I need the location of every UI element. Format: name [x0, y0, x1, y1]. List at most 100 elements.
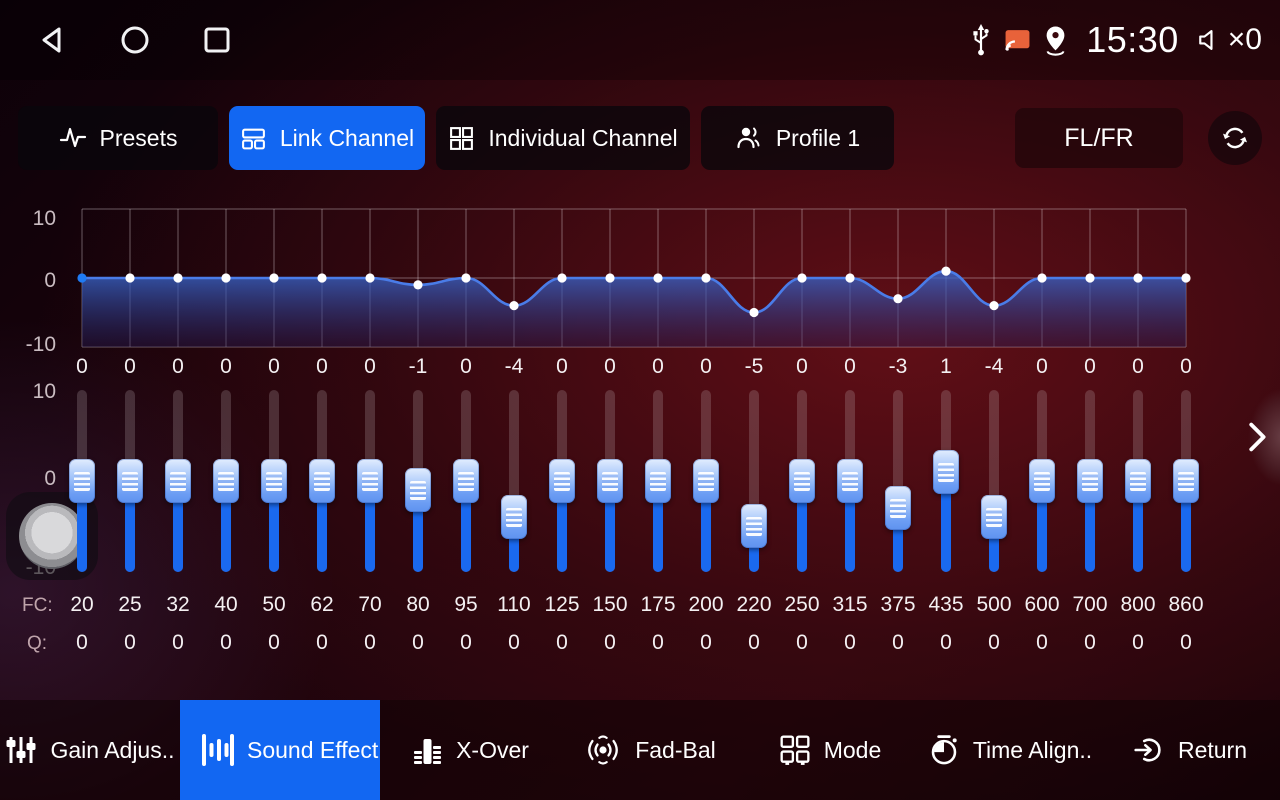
gain-value: 0: [604, 355, 616, 378]
nav-return[interactable]: Return: [1100, 700, 1280, 800]
tab-link-channel[interactable]: Link Channel: [229, 106, 425, 170]
slider-handle[interactable]: [693, 459, 719, 503]
grid-squares-icon: [450, 126, 474, 150]
nav-x-over[interactable]: X-Over: [380, 700, 560, 800]
slider-fill: [941, 472, 951, 572]
eq-curve-point: [269, 273, 279, 283]
tab-presets[interactable]: Presets: [18, 106, 218, 170]
handle-grips: [458, 471, 474, 491]
handle-grips: [1034, 471, 1050, 491]
slider-track[interactable]: [749, 390, 759, 572]
gain-adjust-icon: [6, 737, 36, 763]
q-value: 0: [1036, 631, 1048, 654]
slider-handle[interactable]: [1077, 459, 1103, 503]
eq-curve-point: [461, 273, 471, 283]
slider-handle[interactable]: [69, 459, 95, 503]
slider-handle[interactable]: [501, 495, 527, 539]
q-label: Q:: [27, 633, 48, 654]
gain-value: 0: [1084, 355, 1096, 378]
eq-curve-point: [317, 273, 327, 283]
slider-handle[interactable]: [741, 504, 767, 548]
slider-handle[interactable]: [933, 450, 959, 494]
status-bar: 15:30 ×0: [0, 0, 1280, 80]
slider-handle[interactable]: [1125, 459, 1151, 503]
slider-handle[interactable]: [1029, 459, 1055, 503]
nav-fad-bal[interactable]: Fad-Bal: [560, 700, 740, 800]
q-value: 0: [460, 631, 472, 654]
graph-axis-minus10: -10: [25, 333, 56, 356]
clock: 15:30: [1086, 19, 1179, 60]
slider-handle[interactable]: [1173, 459, 1199, 503]
slider-handle[interactable]: [645, 459, 671, 503]
slider-track[interactable]: [509, 390, 519, 572]
eq-curve-point: [365, 273, 375, 283]
gain-value: 0: [1132, 355, 1144, 378]
slider-handle[interactable]: [885, 486, 911, 530]
nav-sound-effect[interactable]: Sound Effect: [180, 700, 380, 800]
nav-mode[interactable]: Mode: [740, 700, 920, 800]
fc-value: 700: [1072, 593, 1108, 616]
reset-button[interactable]: [1208, 111, 1262, 165]
slider-handle[interactable]: [405, 468, 431, 512]
slider-axis-10: 10: [32, 380, 56, 403]
nav-gain-adjust[interactable]: Gain Adjus..: [0, 700, 180, 800]
slider-fill: [317, 481, 327, 572]
slider-handle[interactable]: [213, 459, 239, 503]
q-value: 0: [220, 631, 232, 654]
slider-fill: [413, 490, 423, 572]
q-value: 0: [1132, 631, 1144, 654]
chevron-right-icon: [1249, 422, 1266, 452]
handle-grips: [362, 471, 378, 491]
handle-grips: [410, 480, 426, 500]
handle-grips: [986, 507, 1002, 527]
slider-handle[interactable]: [117, 459, 143, 503]
slider-handle[interactable]: [261, 459, 287, 503]
tab-individual-channel[interactable]: Individual Channel: [436, 106, 690, 170]
channel-label: FL/FR: [1064, 123, 1134, 152]
handle-grips: [602, 471, 618, 491]
slider-handle[interactable]: [837, 459, 863, 503]
slider-fill: [365, 481, 375, 572]
sound-effect-icon: [202, 734, 234, 766]
slider-handle[interactable]: [789, 459, 815, 503]
slider-track[interactable]: [893, 390, 903, 572]
slider-fill: [125, 481, 135, 572]
usb-icon: [973, 24, 989, 56]
back-icon[interactable]: [38, 25, 68, 55]
tab-label: Link Channel: [279, 124, 415, 151]
eq-curve-point: [173, 273, 183, 283]
gain-value: -4: [504, 355, 524, 378]
q-value: 0: [700, 631, 712, 654]
slider-handle[interactable]: [981, 495, 1007, 539]
tab-profile[interactable]: Profile 1: [701, 106, 894, 170]
slider-fill: [557, 481, 567, 572]
slider-handle[interactable]: [165, 459, 191, 503]
home-icon[interactable]: [120, 25, 150, 55]
q-value: 0: [892, 631, 904, 654]
handle-grips: [266, 471, 282, 491]
slider-handle[interactable]: [597, 459, 623, 503]
gain-value: 0: [796, 355, 808, 378]
slider-fill: [1085, 481, 1095, 572]
slider-handle[interactable]: [309, 459, 335, 503]
nav-time-align[interactable]: Time Align..: [920, 700, 1100, 800]
tab-label: Profile 1: [775, 124, 861, 151]
slider-track[interactable]: [989, 390, 999, 572]
slider-handle[interactable]: [453, 459, 479, 503]
fc-value: 20: [70, 593, 94, 616]
eq-curve-point: [893, 294, 903, 304]
slider-handle[interactable]: [549, 459, 575, 503]
expand-panel-flap[interactable]: [1222, 374, 1280, 500]
eq-curve-point: [1133, 273, 1143, 283]
handle-grips: [650, 471, 666, 491]
q-value: 0: [508, 631, 520, 654]
q-value: 0: [748, 631, 760, 654]
nav-label: Gain Adjus..: [50, 736, 175, 763]
q-value: 0: [940, 631, 952, 654]
gain-value: 0: [220, 355, 232, 378]
recents-icon[interactable]: [202, 25, 232, 55]
fc-value: 200: [688, 593, 724, 616]
q-factor-row: Q: 0 0 0 0 0 0 0 0 0 0 0 0 0 0 0 0 0 0 0 0 0 0 0 0: [0, 631, 1280, 657]
channel-select-button[interactable]: FL/FR: [1015, 108, 1183, 168]
slider-handle[interactable]: [357, 459, 383, 503]
